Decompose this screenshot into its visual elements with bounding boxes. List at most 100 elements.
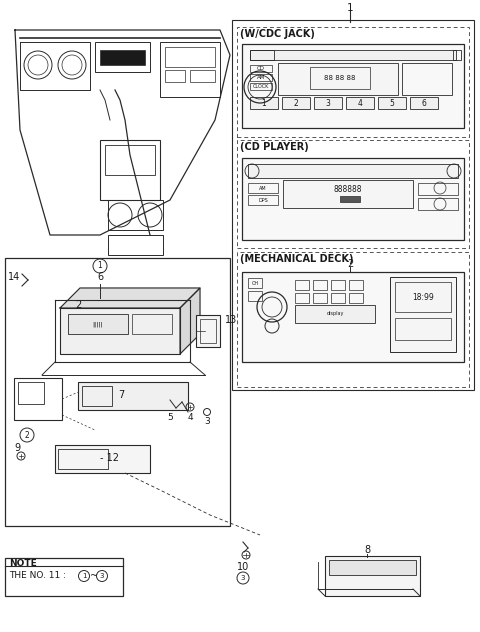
Text: 9: 9 <box>14 443 20 453</box>
Text: CH: CH <box>252 281 259 286</box>
Text: 2: 2 <box>347 259 353 269</box>
Bar <box>248 195 278 205</box>
Text: (CD PLAYER): (CD PLAYER) <box>240 142 309 152</box>
Text: NOTE: NOTE <box>9 559 37 568</box>
Text: 3: 3 <box>204 418 210 427</box>
Bar <box>242 44 464 128</box>
Text: (MECHANICAL DECK): (MECHANICAL DECK) <box>240 254 353 264</box>
Bar <box>237 27 469 137</box>
Bar <box>58 449 108 469</box>
Text: 1: 1 <box>347 3 353 13</box>
Text: 3: 3 <box>325 99 330 107</box>
Bar <box>282 97 310 109</box>
Bar <box>250 50 456 60</box>
Bar <box>60 308 180 354</box>
Bar <box>105 145 155 175</box>
Bar <box>378 97 406 109</box>
Text: 4: 4 <box>187 413 193 423</box>
Text: 4: 4 <box>358 99 362 107</box>
Bar <box>242 158 464 240</box>
Bar <box>395 282 451 312</box>
Text: 888888: 888888 <box>334 186 362 195</box>
Text: 1: 1 <box>97 262 102 270</box>
Bar <box>165 47 215 67</box>
Bar <box>390 277 456 352</box>
Text: display: display <box>326 312 344 317</box>
Bar <box>278 63 398 95</box>
Bar <box>313 293 327 303</box>
Bar <box>395 318 451 340</box>
Bar <box>237 252 469 387</box>
Bar <box>5 558 123 596</box>
Text: 1: 1 <box>262 99 266 107</box>
Bar <box>200 319 216 343</box>
Text: 88 88 88: 88 88 88 <box>324 75 356 81</box>
Bar <box>242 272 464 362</box>
Bar <box>295 305 375 323</box>
Text: ~: ~ <box>90 571 98 581</box>
Bar <box>78 382 188 410</box>
Bar <box>250 50 274 60</box>
Bar <box>313 280 327 290</box>
Bar <box>402 63 452 95</box>
Text: (W/CDC JACK): (W/CDC JACK) <box>240 29 315 39</box>
Text: 5: 5 <box>390 99 395 107</box>
Text: AM: AM <box>259 186 267 190</box>
Text: 5: 5 <box>167 413 173 422</box>
Text: 8: 8 <box>364 545 370 555</box>
Bar <box>100 50 145 65</box>
Bar <box>250 97 278 109</box>
Bar <box>295 280 309 290</box>
Text: 2: 2 <box>24 430 29 439</box>
Text: 3: 3 <box>241 575 245 581</box>
Bar <box>165 70 185 82</box>
Text: 1: 1 <box>82 573 86 579</box>
Text: 3: 3 <box>100 573 104 579</box>
Text: CD: CD <box>257 66 265 71</box>
Bar <box>14 378 62 420</box>
Bar <box>5 258 230 526</box>
Bar <box>325 556 420 596</box>
Bar <box>108 235 163 255</box>
Text: 14: 14 <box>8 272 20 282</box>
Bar <box>55 445 150 473</box>
Bar <box>331 293 345 303</box>
Bar <box>95 42 150 72</box>
Text: 2: 2 <box>75 300 81 310</box>
Bar <box>160 42 220 97</box>
Bar <box>418 198 458 210</box>
Bar <box>68 314 128 334</box>
Bar <box>196 315 220 347</box>
Bar <box>250 65 272 72</box>
Bar <box>310 67 370 89</box>
Bar <box>190 70 215 82</box>
Bar <box>418 183 458 195</box>
Text: DPS: DPS <box>258 197 268 202</box>
Bar <box>329 560 416 575</box>
Text: 18:99: 18:99 <box>412 293 434 301</box>
Bar <box>349 293 363 303</box>
Bar <box>232 20 474 390</box>
Bar <box>248 278 262 288</box>
Bar <box>248 291 262 301</box>
Bar <box>250 83 272 90</box>
Text: 7: 7 <box>118 390 124 400</box>
Bar <box>237 140 469 248</box>
Text: AM: AM <box>257 75 265 80</box>
Bar <box>410 97 438 109</box>
Text: - 12: - 12 <box>100 453 119 463</box>
Text: THE NO. 11 :: THE NO. 11 : <box>9 571 69 581</box>
Text: 6: 6 <box>421 99 426 107</box>
Bar <box>331 280 345 290</box>
Text: 10: 10 <box>237 562 249 572</box>
Bar <box>295 293 309 303</box>
Bar <box>132 314 172 334</box>
Bar <box>18 382 44 404</box>
Text: 2: 2 <box>294 99 299 107</box>
Bar <box>248 183 278 193</box>
Bar <box>283 180 413 208</box>
Polygon shape <box>60 288 200 308</box>
Bar <box>314 97 342 109</box>
Bar <box>108 200 163 230</box>
Bar <box>346 97 374 109</box>
